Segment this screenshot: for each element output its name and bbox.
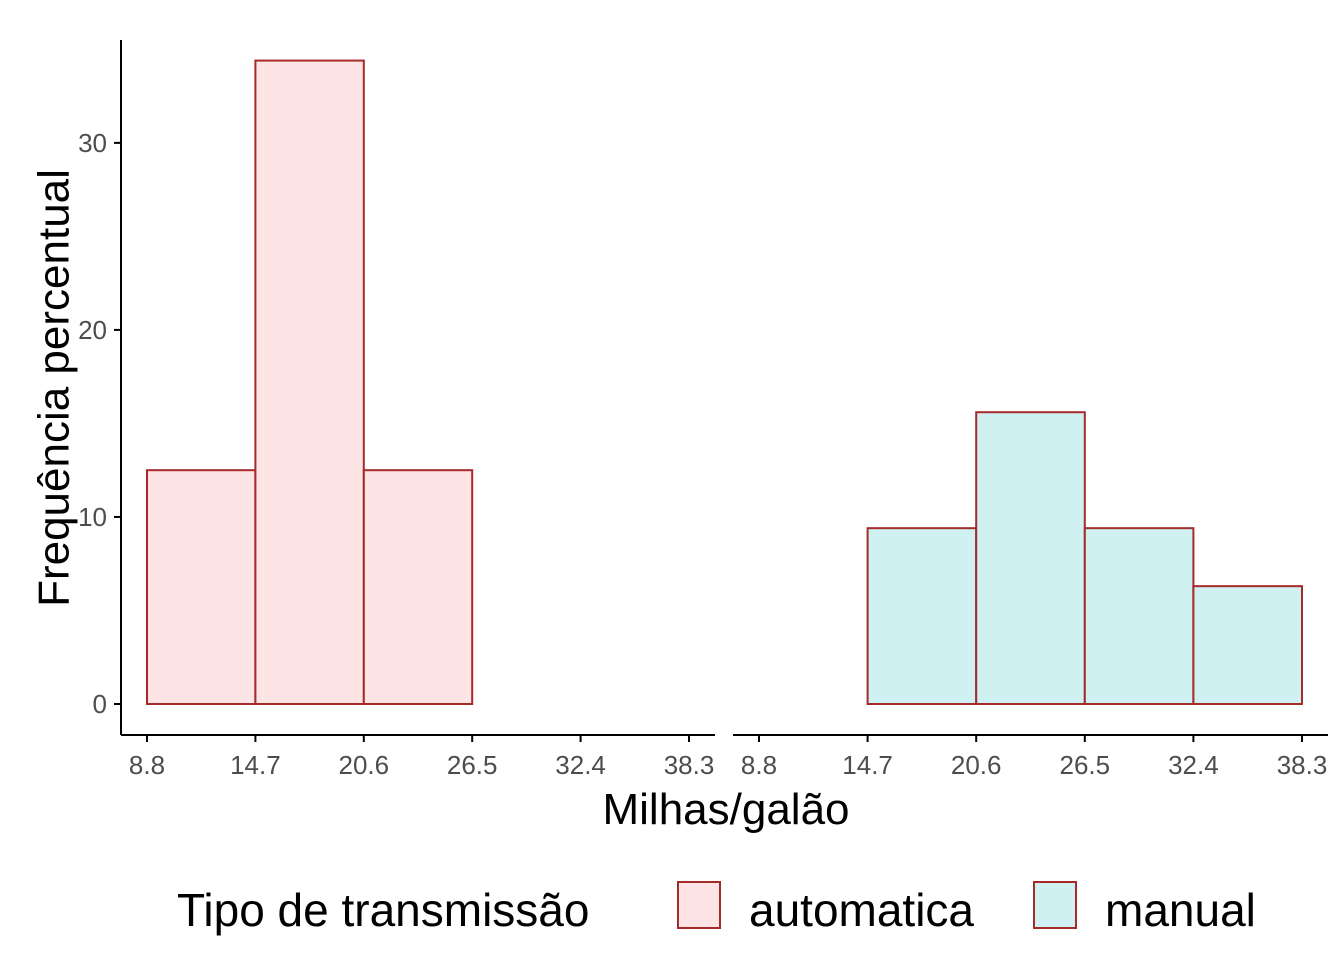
bar-manual-1 [866,527,978,706]
x-tick-label: 14.7 [230,750,281,780]
bar-automatica-1 [254,59,365,705]
x-tick-label: 32.4 [1168,750,1219,780]
legend-label-manual: manual [1105,884,1256,936]
y-tick-label: 30 [78,128,107,158]
x-tick-label: 32.4 [555,750,606,780]
panel-manual: 8.8 14.7 20.6 26.5 32.4 38.3 [733,411,1328,780]
y-tick-label: 10 [78,502,107,532]
x-tick-label: 26.5 [1059,750,1110,780]
y-axis-title: Frequência percentual [30,169,79,607]
bar-manual-4 [1192,585,1304,706]
y-axis-ticks: 0 10 20 30 [78,128,121,719]
legend-label-automatica: automatica [749,884,974,936]
legend-key-manual [1033,881,1077,929]
bar-automatica-2 [362,469,474,705]
legend: Tipo de transmissão automatica manual [177,881,1256,936]
x-axis-title: Milhas/galão [602,785,849,834]
x-tick-label: 20.6 [338,750,389,780]
x-tick-label: 14.7 [842,750,893,780]
y-tick-label: 0 [93,689,107,719]
bar-automatica-0 [146,469,257,705]
x-tick-label: 8.8 [741,750,777,780]
bar-manual-3 [1083,527,1195,706]
legend-key-automatica [677,881,721,929]
x-tick-label: 38.3 [1277,750,1328,780]
x-tick-label: 26.5 [447,750,498,780]
x-tick-label: 38.3 [664,750,715,780]
legend-title: Tipo de transmissão [177,884,589,936]
panel-automatica: 8.8 14.7 20.6 26.5 32.4 38.3 [121,59,715,780]
x-tick-label: 8.8 [129,750,165,780]
bar-manual-2 [975,411,1086,705]
x-tick-label: 20.6 [951,750,1002,780]
y-tick-label: 20 [78,315,107,345]
